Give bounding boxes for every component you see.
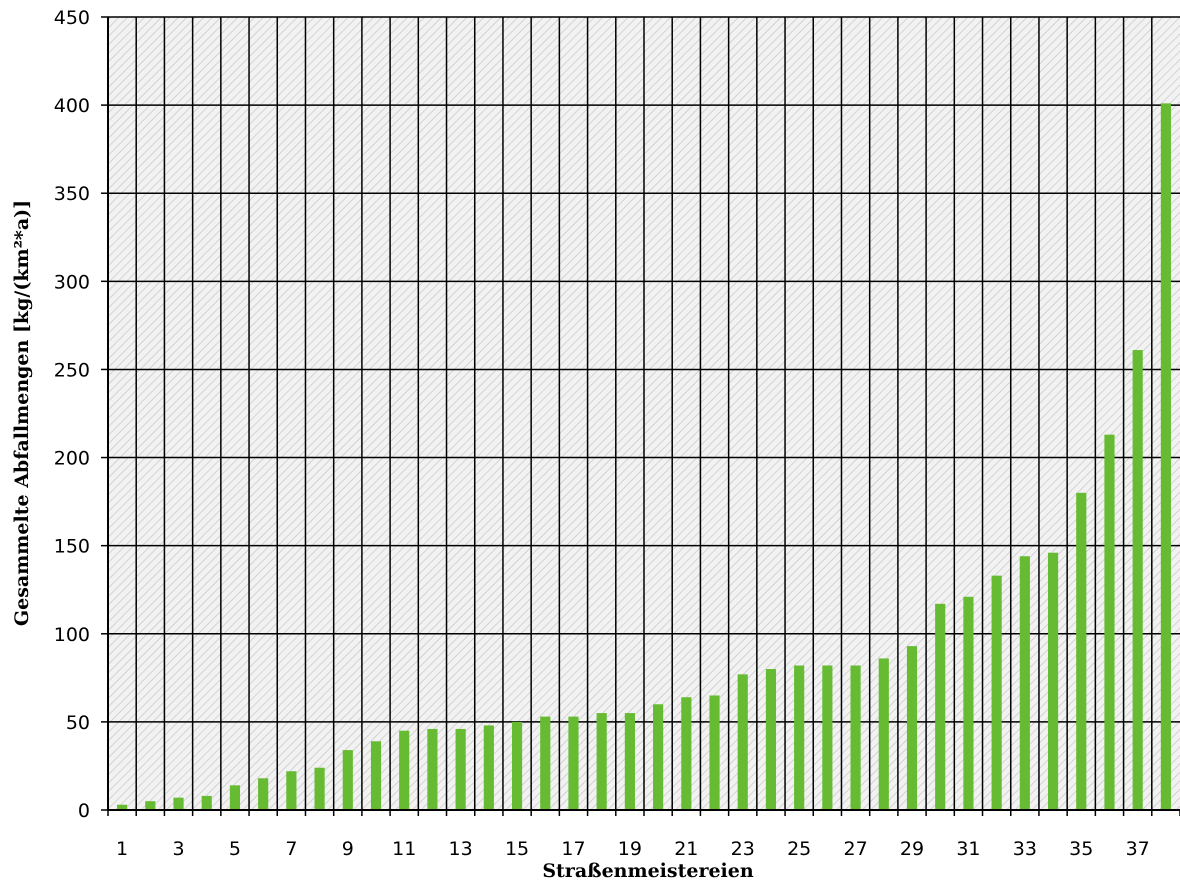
x-tick-label: 27: [843, 838, 867, 860]
x-tick-label: 13: [449, 838, 473, 860]
axes: [101, 16, 1180, 816]
bar: [370, 741, 382, 810]
bar: [511, 721, 523, 810]
x-tick-label: 17: [561, 838, 585, 860]
bar: [624, 713, 635, 810]
x-tick-label: 23: [731, 838, 755, 860]
bar: [935, 603, 946, 810]
y-tick-label: 0: [78, 800, 90, 822]
bar: [1019, 556, 1030, 810]
bar: [991, 575, 1002, 810]
bar: [1104, 434, 1115, 810]
bar: [963, 596, 974, 810]
x-axis-title: Straßenmeistereien: [542, 860, 754, 882]
bar: [568, 716, 579, 810]
y-tick-label: 300: [54, 271, 90, 293]
x-tick-labels: 1 3 5 7 9 11 13 15 17 19 21 23 25 27 29 31 33 35 37: [116, 838, 1150, 860]
bar: [399, 730, 410, 810]
bar: [258, 778, 269, 810]
bar: [1132, 350, 1143, 810]
y-tick-label: 100: [54, 624, 90, 646]
bar: [201, 795, 212, 810]
y-tick-label: 400: [54, 95, 90, 117]
bar: [314, 767, 325, 810]
bar: [173, 797, 184, 810]
bar: [596, 713, 607, 810]
bar: [117, 804, 128, 810]
x-tick-label: 9: [342, 838, 354, 860]
x-tick-label: 37: [1126, 838, 1150, 860]
bar: [878, 658, 889, 810]
bar: [455, 728, 466, 810]
bars: [117, 103, 1171, 811]
x-tick-label: 7: [285, 838, 297, 860]
bar: [681, 697, 692, 810]
x-tick-label: 21: [674, 838, 698, 860]
x-tick-label: 31: [956, 838, 980, 860]
x-tick-label: 15: [505, 838, 529, 860]
bar: [822, 665, 833, 810]
gridlines: [108, 16, 1180, 811]
x-tick-label: 25: [787, 838, 811, 860]
y-axis-title: Gesammelte Abfallmengen [kg/(km²*a)]: [11, 200, 33, 626]
x-tick-label: 19: [618, 838, 642, 860]
bar: [765, 669, 777, 810]
x-tick-label: 29: [900, 838, 924, 860]
bar: [850, 665, 861, 810]
bar: [737, 674, 748, 810]
x-tick-label: 33: [1013, 838, 1037, 860]
bar: [145, 801, 156, 810]
y-tick-label: 250: [54, 359, 90, 381]
bar: [1160, 103, 1171, 811]
bar: [1076, 492, 1087, 810]
bar: [653, 704, 664, 810]
y-tick-label: 450: [54, 7, 90, 29]
bar: [794, 665, 805, 810]
x-tick-label: 3: [172, 838, 184, 860]
bar: [286, 771, 297, 810]
y-tick-labels: 0 50 100 150 200 250 300 350 400 450: [54, 7, 90, 822]
x-tick-label: 11: [392, 838, 416, 860]
bar: [427, 728, 438, 810]
bar: [342, 750, 353, 810]
bar: [906, 646, 918, 810]
y-tick-label: 350: [54, 183, 90, 205]
x-tick-label: 35: [1069, 838, 1093, 860]
bar: [540, 716, 551, 810]
y-tick-label: 200: [54, 448, 90, 470]
y-tick-label: 150: [54, 536, 90, 558]
x-tick-label: 1: [116, 838, 128, 860]
bar: [483, 725, 494, 810]
bar: [1047, 552, 1059, 810]
bar: [709, 695, 720, 810]
y-tick-label: 50: [66, 712, 90, 734]
bar: [229, 785, 241, 810]
x-tick-label: 5: [229, 838, 241, 860]
